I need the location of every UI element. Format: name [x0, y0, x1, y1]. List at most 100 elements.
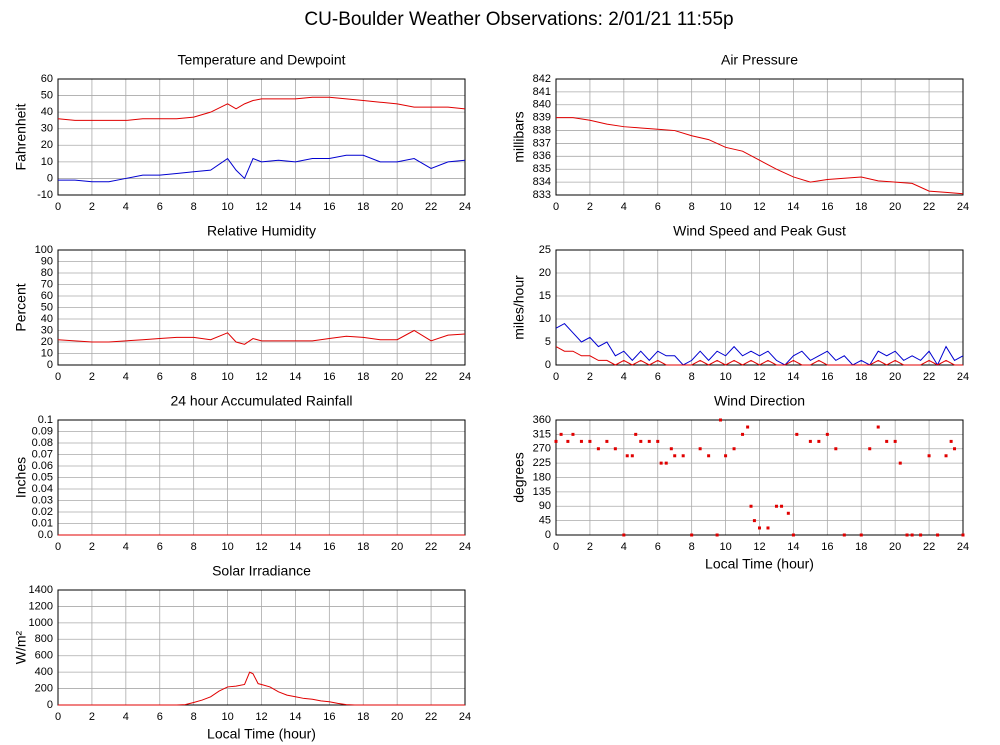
y-axis-label: millibars: [511, 111, 527, 162]
x-tick-label: 16: [323, 201, 335, 213]
data-point: [634, 432, 638, 436]
data-point: [919, 533, 923, 537]
y-tick-label: 10: [41, 347, 53, 359]
x-tick-label: 16: [323, 711, 335, 723]
data-point: [774, 504, 778, 508]
x-tick-label: 16: [821, 541, 833, 553]
x-tick-label: 20: [889, 541, 901, 553]
page-title: CU-Boulder Weather Observations: 2/01/21…: [304, 9, 733, 30]
data-line: [57, 329, 466, 345]
data-point: [605, 439, 609, 443]
data-point: [554, 439, 558, 443]
y-tick-label: 315: [533, 428, 551, 440]
x-tick-label: 4: [123, 201, 129, 213]
x-tick-label: 18: [855, 541, 867, 553]
x-tick-label: 18: [357, 711, 369, 723]
x-tick-label: 0: [55, 711, 61, 723]
data-point: [741, 432, 745, 436]
data-point: [698, 447, 702, 451]
x-tick-label: 16: [821, 371, 833, 383]
data-point: [780, 504, 784, 508]
data-point: [588, 439, 592, 443]
y-tick-label: 225: [533, 457, 551, 469]
data-line: [555, 322, 964, 367]
x-tick-label: 12: [255, 541, 267, 553]
x-tick-label: 4: [621, 371, 627, 383]
data-line: [556, 117, 964, 195]
x-tick-label: 0: [553, 541, 559, 553]
data-point: [766, 526, 770, 530]
data-point: [681, 454, 685, 458]
data-point: [817, 439, 821, 443]
data-point: [639, 439, 643, 443]
chart-title: Air Pressure: [721, 52, 798, 68]
y-tick-label: 10: [41, 156, 53, 168]
y-tick-label: 180: [533, 471, 551, 483]
y-axis-label: Percent: [13, 283, 29, 331]
y-tick-label: 270: [533, 443, 551, 455]
plot-frame: [57, 78, 466, 196]
data-point: [752, 519, 756, 523]
data-point: [842, 533, 846, 537]
x-tick-label: 10: [719, 541, 731, 553]
data-point: [961, 533, 965, 537]
y-tick-label: 0: [47, 699, 53, 711]
data-point: [613, 447, 617, 451]
y-tick-label: 835: [533, 163, 551, 175]
y-tick-label: 839: [533, 112, 551, 124]
plot-frame: [57, 589, 466, 706]
x-tick-label: 16: [821, 201, 833, 213]
chart-title: Relative Humidity: [207, 223, 316, 239]
x-axis-label: Local Time (hour): [207, 726, 316, 742]
y-tick-label: 840: [533, 99, 551, 111]
x-tick-label: 20: [391, 541, 403, 553]
y-axis-label: Inches: [13, 457, 29, 498]
y-axis-label: Fahrenheit: [13, 103, 29, 170]
data-point: [791, 533, 795, 537]
y-tick-label: 45: [539, 515, 551, 527]
y-tick-label: 1400: [29, 584, 53, 596]
x-tick-label: 10: [221, 541, 233, 553]
y-tick-label: 5: [545, 336, 551, 348]
data-line: [555, 346, 963, 366]
y-tick-label: 100: [35, 244, 53, 256]
x-tick-label: 0: [55, 541, 61, 553]
y-tick-label: 200: [35, 682, 53, 694]
y-tick-label: 0.09: [32, 425, 53, 437]
y-tick-label: 1000: [29, 617, 53, 629]
y-tick-label: 60: [41, 73, 53, 85]
x-tick-label: 22: [425, 201, 437, 213]
data-point: [566, 439, 570, 443]
y-tick-label: 0: [47, 359, 53, 371]
x-tick-label: 4: [123, 371, 129, 383]
x-tick-label: 2: [89, 711, 95, 723]
data-point: [893, 439, 897, 443]
y-tick-label: 20: [539, 267, 551, 279]
x-tick-label: 20: [391, 711, 403, 723]
x-tick-label: 2: [89, 371, 95, 383]
data-point: [718, 418, 722, 422]
data-point: [910, 533, 914, 537]
y-tick-label: 836: [533, 150, 551, 162]
data-point: [746, 425, 750, 429]
data-point: [596, 447, 600, 451]
x-tick-label: 8: [191, 371, 197, 383]
x-tick-label: 2: [89, 541, 95, 553]
x-tick-label: 14: [787, 541, 799, 553]
x-tick-label: 4: [621, 201, 627, 213]
x-tick-label: 24: [459, 541, 471, 553]
x-tick-label: 14: [787, 201, 799, 213]
data-point: [876, 425, 880, 429]
x-tick-label: 24: [459, 201, 471, 213]
x-tick-label: 12: [255, 711, 267, 723]
y-tick-label: 0.03: [32, 494, 53, 506]
x-tick-label: 20: [391, 201, 403, 213]
y-tick-label: 20: [41, 139, 53, 151]
data-point: [707, 454, 711, 458]
y-tick-label: 40: [41, 313, 53, 325]
data-point: [898, 461, 902, 465]
x-tick-label: 20: [889, 201, 901, 213]
data-point: [579, 439, 583, 443]
x-tick-label: 24: [459, 711, 471, 723]
x-tick-label: 0: [55, 201, 61, 213]
